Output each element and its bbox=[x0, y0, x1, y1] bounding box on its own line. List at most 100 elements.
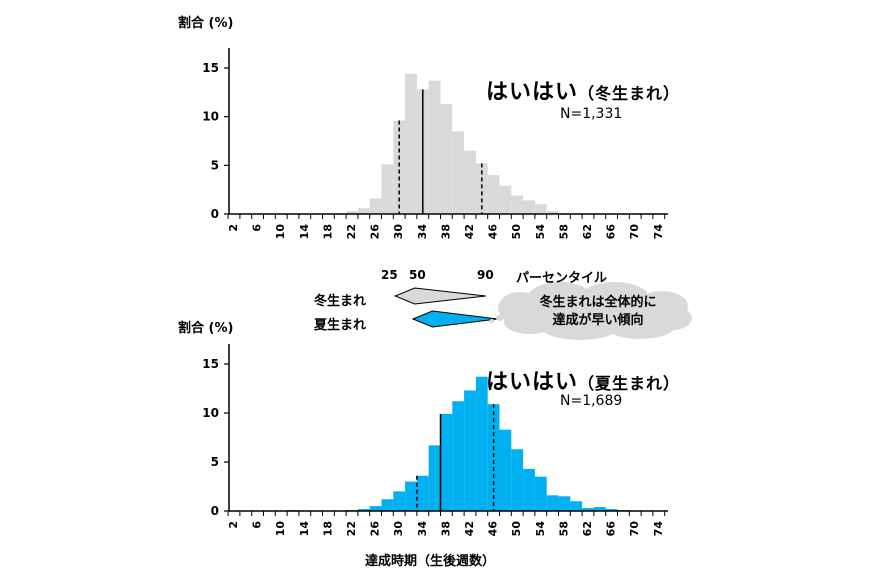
cloud-note-line-2: 達成が早い傾向 bbox=[508, 312, 688, 330]
top-y-axis-label: 割合 (%) bbox=[178, 12, 233, 31]
top-x-tick-label: 30 bbox=[392, 224, 405, 240]
bottom-title-main: はいはい bbox=[486, 370, 578, 395]
top-bar bbox=[452, 131, 464, 214]
top-x-tick-label: 70 bbox=[628, 224, 641, 240]
bottom-x-tick-label: 30 bbox=[392, 521, 405, 537]
bottom-title-sub: （夏生まれ） bbox=[578, 374, 680, 393]
top-bar bbox=[441, 104, 453, 214]
top-title-sub: （冬生まれ） bbox=[578, 84, 680, 103]
bottom-bar bbox=[464, 390, 476, 511]
bottom-x-tick-label: 2 bbox=[227, 521, 240, 529]
top-y-tick-label: 5 bbox=[211, 158, 219, 172]
top-x-tick-label: 46 bbox=[487, 224, 500, 240]
bottom-bar bbox=[535, 477, 547, 511]
bottom-x-tick-label: 6 bbox=[251, 521, 264, 529]
top-bar bbox=[464, 151, 476, 214]
top-x-tick-label: 74 bbox=[652, 224, 665, 240]
bottom-y-tick-label: 5 bbox=[211, 455, 219, 469]
bottom-n-label: N=1,689 bbox=[560, 393, 622, 409]
bottom-bar bbox=[476, 377, 488, 511]
top-y-tick-label: 0 bbox=[211, 207, 219, 221]
top-bar bbox=[523, 200, 535, 214]
cloud-note: 冬生まれは全体的に 達成が早い傾向 bbox=[508, 294, 688, 330]
top-bar bbox=[405, 74, 417, 214]
winter-percentile-diamond bbox=[395, 288, 486, 304]
top-x-tick-label: 6 bbox=[251, 224, 264, 232]
winter-group-label: 冬生まれ bbox=[314, 290, 366, 309]
bottom-x-tick-label: 58 bbox=[557, 521, 570, 536]
bottom-bar bbox=[393, 491, 405, 511]
percentile-label-25: 25 bbox=[381, 268, 398, 282]
cloud-tail-puff bbox=[496, 315, 504, 321]
bottom-x-tick-label: 10 bbox=[274, 521, 287, 537]
bottom-x-tick-label: 38 bbox=[439, 521, 452, 536]
top-bar bbox=[500, 186, 512, 214]
bottom-bar bbox=[559, 496, 571, 511]
bottom-chart-title: はいはい（夏生まれ） bbox=[486, 364, 680, 396]
top-n-label: N=1,331 bbox=[560, 106, 622, 122]
top-x-tick-label: 50 bbox=[510, 224, 523, 240]
top-x-tick-label: 58 bbox=[557, 224, 570, 239]
bottom-x-tick-label: 66 bbox=[605, 521, 618, 537]
bottom-x-tick-label: 14 bbox=[298, 521, 311, 537]
cloud-tail-puff bbox=[490, 319, 495, 323]
cloud-note-line-1: 冬生まれは全体的に bbox=[508, 294, 688, 312]
top-x-tick-label: 66 bbox=[605, 224, 618, 240]
percentile-legend bbox=[395, 288, 497, 327]
bottom-y-axis-label: 割合 (%) bbox=[178, 317, 233, 336]
top-bar bbox=[488, 175, 500, 214]
bottom-bar bbox=[429, 445, 441, 511]
bottom-bar bbox=[417, 476, 429, 511]
bottom-bar bbox=[500, 430, 512, 511]
percentile-label-90: 90 bbox=[477, 268, 494, 282]
top-bar bbox=[429, 81, 441, 214]
top-x-tick-label: 2 bbox=[227, 224, 240, 232]
bottom-x-tick-label: 46 bbox=[487, 521, 500, 537]
bottom-bar bbox=[523, 469, 535, 511]
bottom-x-tick-label: 22 bbox=[345, 521, 358, 536]
top-x-tick-label: 26 bbox=[369, 224, 382, 240]
bottom-x-tick-label: 18 bbox=[321, 521, 334, 536]
top-x-tick-label: 38 bbox=[439, 224, 452, 239]
top-y-tick-label: 15 bbox=[202, 61, 219, 75]
bottom-x-tick-label: 54 bbox=[534, 521, 547, 537]
bottom-bar bbox=[405, 482, 417, 511]
top-bar bbox=[511, 196, 523, 214]
bottom-bar bbox=[382, 499, 394, 511]
top-bar bbox=[370, 198, 382, 214]
bottom-x-tick-label: 26 bbox=[369, 521, 382, 537]
top-chart-title: はいはい（冬生まれ） bbox=[486, 74, 680, 106]
top-bar bbox=[535, 204, 547, 214]
percentile-caption: パーセンタイル bbox=[516, 267, 607, 286]
top-x-tick-label: 14 bbox=[298, 224, 311, 240]
bottom-bar bbox=[547, 495, 559, 511]
bottom-bar bbox=[511, 449, 523, 511]
top-x-tick-label: 42 bbox=[463, 224, 476, 239]
summer-percentile-diamond bbox=[413, 311, 498, 327]
bottom-x-tick-label: 42 bbox=[463, 521, 476, 536]
top-x-tick-label: 18 bbox=[321, 224, 334, 239]
top-y-tick-label: 10 bbox=[202, 110, 219, 124]
bottom-x-axis-title: 達成時期（生後週数） bbox=[365, 550, 495, 569]
top-x-tick-label: 62 bbox=[581, 224, 594, 239]
top-x-tick-label: 10 bbox=[274, 224, 287, 240]
bottom-x-tick-label: 70 bbox=[628, 521, 641, 537]
bottom-x-tick-label: 50 bbox=[510, 521, 523, 537]
bottom-x-tick-label: 74 bbox=[652, 521, 665, 537]
bottom-bar bbox=[441, 414, 453, 511]
summer-group-label: 夏生まれ bbox=[314, 314, 366, 333]
top-bar bbox=[382, 164, 394, 214]
top-bar bbox=[358, 208, 370, 214]
bottom-y-tick-label: 15 bbox=[202, 357, 219, 371]
percentile-label-50: 50 bbox=[409, 268, 426, 282]
top-x-tick-label: 34 bbox=[416, 224, 429, 240]
bottom-bar bbox=[452, 401, 464, 511]
top-x-tick-label: 22 bbox=[345, 224, 358, 239]
bottom-bar bbox=[570, 501, 582, 511]
bottom-y-tick-label: 10 bbox=[202, 406, 219, 420]
bottom-x-tick-label: 62 bbox=[581, 521, 594, 536]
top-title-main: はいはい bbox=[486, 80, 578, 105]
bottom-x-tick-label: 34 bbox=[416, 521, 429, 537]
